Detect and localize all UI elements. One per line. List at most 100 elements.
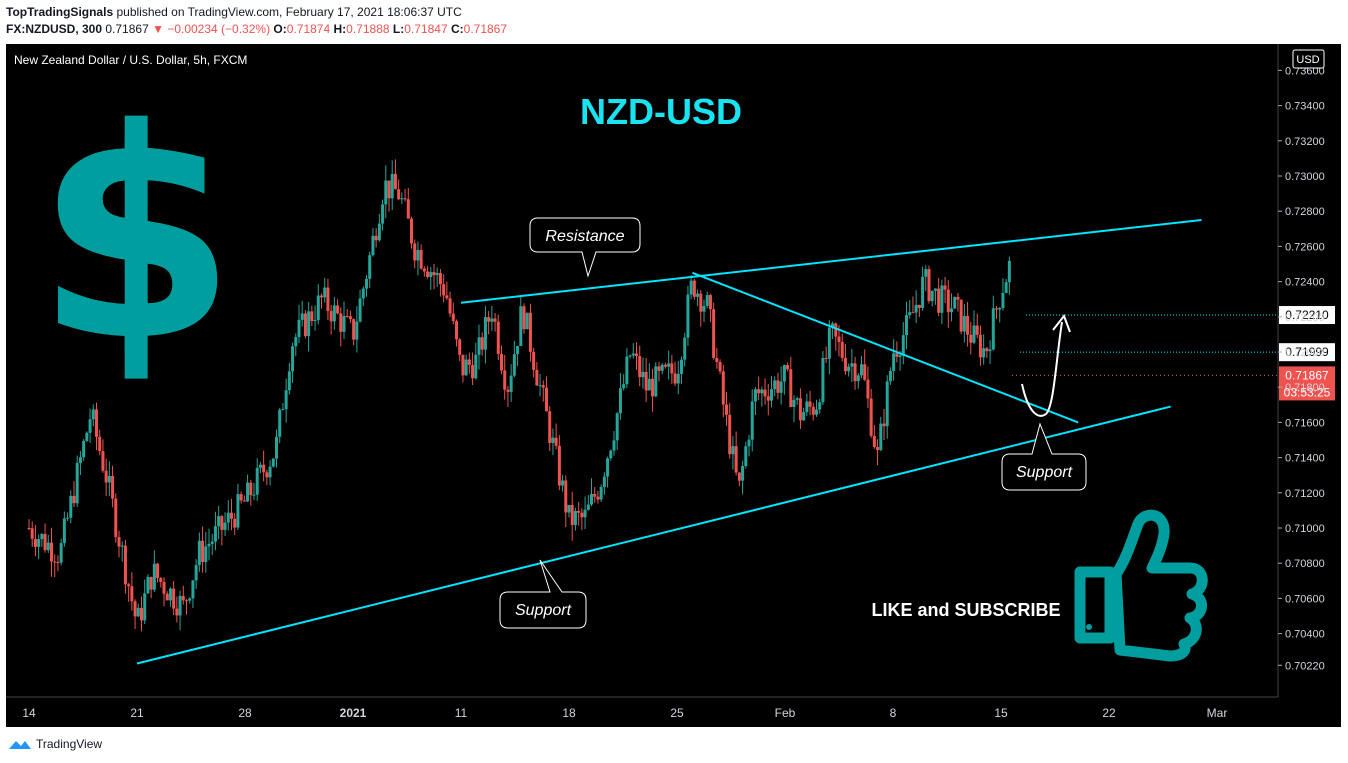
- candle: [381, 199, 385, 231]
- candle: [78, 450, 82, 476]
- candle: [313, 305, 317, 331]
- candle: [307, 302, 311, 352]
- price-tick-label: 0.70600: [1285, 593, 1325, 605]
- candle: [564, 475, 568, 528]
- candle: [120, 541, 124, 562]
- candle: [258, 461, 262, 474]
- candle: [422, 266, 426, 277]
- candle: [490, 305, 494, 331]
- candle: [866, 366, 870, 409]
- last-price: 0.71867: [105, 22, 149, 36]
- candle: [885, 375, 889, 439]
- candle: [271, 458, 275, 468]
- candle: [91, 404, 95, 427]
- candle: [75, 455, 79, 507]
- candle: [622, 374, 626, 391]
- candle: [152, 550, 156, 592]
- time-tick-label: 14: [22, 706, 36, 720]
- candle: [201, 526, 205, 573]
- candle: [843, 344, 847, 375]
- resistance-label: Resistance: [545, 228, 624, 245]
- candle: [345, 309, 349, 318]
- candle: [901, 322, 905, 365]
- time-tick-label: 11: [455, 706, 468, 720]
- candle: [651, 368, 655, 412]
- time-tick-label: 15: [994, 706, 1008, 720]
- candle: [708, 293, 712, 323]
- candle: [223, 512, 227, 537]
- candle: [210, 533, 214, 556]
- candle: [483, 306, 487, 364]
- candle: [766, 384, 770, 416]
- candle: [493, 312, 497, 332]
- price-level-tag-bg: [1279, 306, 1335, 325]
- candle: [284, 378, 288, 423]
- candle: [300, 300, 304, 327]
- candle: [310, 305, 314, 327]
- dollar-sign-icon: $: [35, 68, 237, 405]
- candle: [705, 291, 709, 309]
- currency-badge[interactable]: [1292, 49, 1325, 69]
- candle: [680, 356, 683, 384]
- candle: [551, 428, 555, 456]
- candle: [294, 333, 298, 357]
- candle: [522, 303, 526, 334]
- price-tick-label: 0.72600: [1285, 241, 1325, 253]
- candle: [435, 267, 439, 287]
- price-tick-label: 0.72200: [1285, 312, 1325, 324]
- candle: [882, 409, 886, 441]
- price-tick-label: 0.72400: [1285, 277, 1325, 289]
- candle: [635, 342, 638, 370]
- candle: [821, 350, 825, 406]
- candle: [88, 408, 92, 444]
- trendline[interactable]: [136, 405, 1171, 665]
- candle: [528, 303, 532, 362]
- candle: [419, 244, 423, 270]
- candle: [770, 376, 773, 408]
- candle: [580, 508, 584, 531]
- candle: [342, 301, 346, 339]
- candle: [143, 579, 147, 624]
- candle: [255, 458, 259, 501]
- trendline[interactable]: [460, 219, 1202, 304]
- candle: [474, 342, 478, 380]
- candle: [101, 439, 105, 473]
- candle: [204, 532, 208, 573]
- time-tick-label: Mar: [1207, 706, 1228, 720]
- support-callout-right[interactable]: Support: [1001, 422, 1087, 491]
- candle: [747, 434, 751, 457]
- candle: [416, 241, 420, 276]
- candle: [172, 581, 176, 616]
- candle: [445, 281, 449, 300]
- support-label-right: Support: [1016, 464, 1073, 481]
- candle: [207, 528, 211, 561]
- high-label: H:: [333, 22, 347, 36]
- candle: [117, 530, 121, 558]
- resistance-callout[interactable]: Resistance: [529, 217, 641, 278]
- footer-brand[interactable]: TradingView: [36, 737, 103, 751]
- candle: [998, 307, 1002, 323]
- candle: [561, 475, 565, 492]
- candle: [744, 441, 748, 469]
- candle: [683, 332, 687, 367]
- candle: [805, 393, 809, 416]
- close-label: C:: [450, 22, 464, 36]
- open-value: 0.71874: [286, 22, 331, 36]
- candle: [156, 562, 160, 583]
- candle: [403, 188, 407, 202]
- candle: [226, 500, 230, 531]
- candle: [776, 372, 780, 400]
- candle: [921, 266, 925, 311]
- candle: [348, 310, 352, 324]
- support-callout-low[interactable]: Support: [499, 559, 587, 629]
- candle: [46, 534, 50, 553]
- price-tick-label: 0.73200: [1285, 136, 1325, 148]
- candle: [146, 574, 150, 594]
- trendline[interactable]: [692, 271, 1079, 424]
- candle: [467, 352, 471, 374]
- price-level-tag-label: 0.71999: [1285, 345, 1329, 359]
- candle: [1004, 278, 1008, 294]
- candle: [962, 303, 966, 343]
- author-name[interactable]: TopTradingSignals: [6, 5, 114, 19]
